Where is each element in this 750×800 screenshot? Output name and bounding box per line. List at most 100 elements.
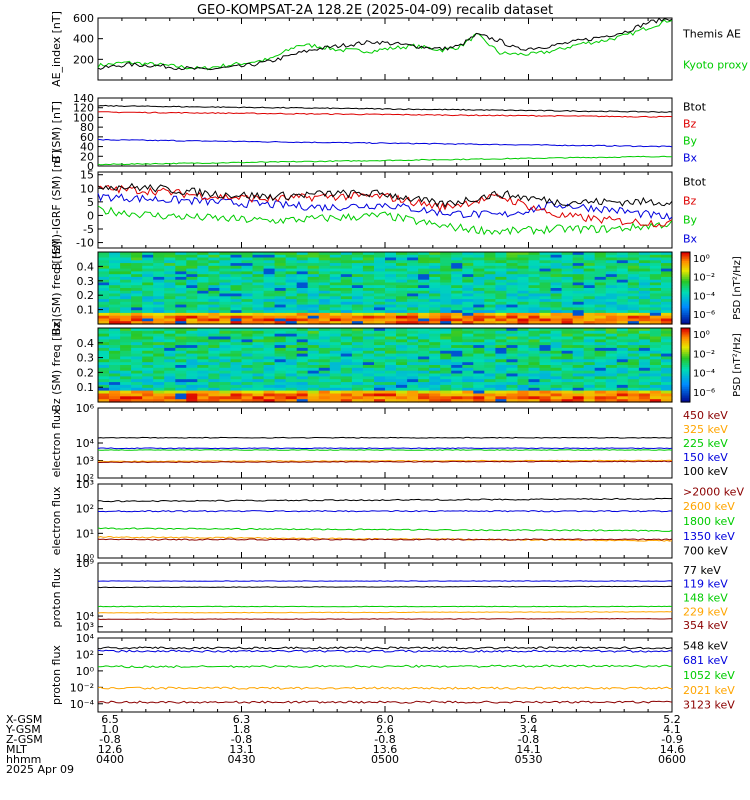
heatmap-cell	[153, 356, 165, 360]
heatmap-cell	[528, 345, 541, 349]
heatmap-cell	[285, 271, 298, 275]
heatmap-cell	[517, 301, 530, 306]
heatmap-cell	[661, 379, 673, 383]
heatmap-cell	[484, 265, 496, 270]
heatmap-cell	[230, 353, 243, 357]
heatmap-cell	[241, 399, 254, 403]
heatmap-cell	[638, 376, 651, 380]
heatmap-cell	[561, 290, 574, 295]
heatmap-cell	[407, 376, 419, 380]
legend-entry: 548 keV	[683, 639, 728, 652]
heatmap-cell	[98, 353, 110, 357]
heatmap-cell	[451, 301, 463, 306]
heatmap-cell	[561, 390, 574, 394]
heatmap-cell	[528, 367, 541, 372]
heatmap-cell	[572, 299, 585, 303]
heatmap-cell	[473, 310, 485, 314]
heatmap-cell	[98, 396, 110, 400]
heatmap-cell	[462, 347, 474, 352]
heatmap-cell	[296, 293, 309, 297]
y-axis-label: Bx (SM) freq [Hz]	[50, 241, 63, 335]
heatmap-cell	[539, 328, 552, 332]
heatmap-cell	[583, 304, 596, 308]
heatmap-cell	[473, 396, 485, 400]
heatmap-cell	[550, 353, 563, 357]
heatmap-cell	[252, 359, 265, 363]
heatmap-cell	[661, 310, 673, 314]
heatmap-cell	[197, 279, 209, 284]
heatmap-cell	[649, 379, 662, 383]
heatmap-cell	[583, 396, 596, 400]
heatmap-cell	[197, 342, 209, 346]
y-tick-label: 10⁰	[76, 665, 95, 678]
heatmap-cell	[407, 353, 419, 357]
heatmap-cell	[462, 399, 474, 403]
heatmap-cell	[219, 285, 231, 289]
heatmap-cell	[219, 328, 231, 332]
heatmap-cell	[109, 359, 121, 363]
orbit-value: 2.6	[376, 723, 394, 736]
heatmap-cell	[451, 254, 463, 259]
heatmap-cell	[550, 290, 563, 295]
heatmap-cell	[528, 356, 541, 360]
heatmap-cell	[374, 318, 386, 322]
heatmap-cell	[616, 282, 629, 286]
heatmap-cell	[462, 330, 474, 335]
heatmap-cell	[219, 367, 231, 372]
heatmap-cell	[164, 310, 176, 314]
heatmap-cell	[539, 260, 552, 264]
heatmap-cell	[495, 399, 507, 403]
heatmap-cell	[484, 342, 496, 346]
heatmap-cell	[638, 268, 651, 272]
heatmap-cell	[98, 274, 110, 278]
heatmap-cell	[351, 293, 364, 297]
heatmap-cell	[649, 274, 662, 278]
heatmap-cell	[495, 290, 507, 295]
heatmap-cell	[175, 362, 187, 366]
heatmap-cell	[440, 379, 452, 383]
heatmap-cell	[649, 265, 662, 270]
heatmap-cell	[164, 257, 176, 261]
heatmap-cell	[484, 315, 496, 320]
heatmap-cell	[374, 304, 386, 308]
heatmap-cell	[374, 382, 386, 386]
heatmap-cell	[175, 347, 187, 352]
heatmap-cell	[605, 376, 618, 380]
heatmap-cell	[649, 290, 662, 295]
heatmap-cell	[120, 265, 132, 270]
heatmap-cell	[362, 301, 375, 306]
heatmap-cell	[208, 315, 220, 320]
colorbar-cell	[681, 309, 690, 312]
heatmap-cell	[451, 393, 463, 397]
heatmap-cell	[385, 282, 397, 286]
heatmap-cell	[473, 288, 485, 292]
heatmap-cell	[230, 367, 243, 372]
heatmap-cell	[661, 257, 673, 261]
heatmap-cell	[318, 315, 331, 320]
heatmap-cell	[594, 345, 607, 349]
heatmap-cell	[407, 260, 419, 264]
heatmap-cell	[340, 353, 353, 357]
heatmap-cell	[296, 396, 309, 400]
heatmap-cell	[164, 347, 176, 352]
heatmap-cell	[241, 379, 254, 383]
heatmap-cell	[649, 382, 662, 386]
heatmap-cell	[241, 282, 254, 286]
heatmap-cell	[241, 370, 254, 375]
heatmap-cell	[131, 328, 143, 332]
heatmap-cell	[208, 310, 220, 314]
heatmap-cell	[230, 268, 243, 272]
heatmap-cell	[407, 318, 419, 322]
heatmap-cell	[561, 252, 574, 256]
heatmap-cell	[241, 390, 254, 394]
heatmap-cell	[616, 252, 629, 256]
heatmap-cell	[230, 304, 243, 308]
heatmap-cell	[318, 257, 331, 261]
heatmap-cell	[285, 353, 298, 357]
heatmap-cell	[495, 376, 507, 380]
heatmap-cell	[473, 299, 485, 303]
heatmap-cell	[528, 293, 541, 297]
heatmap-cell	[186, 387, 198, 392]
heatmap-cell	[208, 347, 220, 352]
heatmap-cell	[583, 370, 596, 375]
